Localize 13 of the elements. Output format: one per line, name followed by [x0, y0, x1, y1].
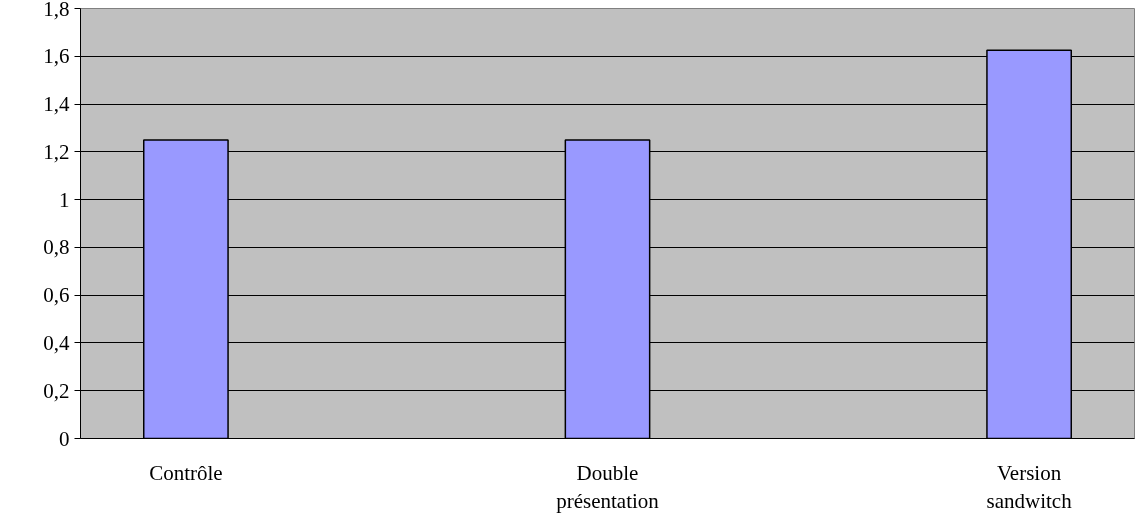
y-tick-label: 1,8	[43, 0, 70, 21]
y-tick-label: 1,6	[43, 44, 70, 69]
x-tick-label: Contrôle	[149, 460, 223, 485]
y-tick-label: 0,4	[43, 330, 70, 355]
y-tick-label: 0,6	[43, 283, 70, 308]
y-tick-label: 1,2	[43, 139, 70, 164]
y-tick-label: 0,8	[43, 235, 70, 260]
y-tick-label: 1,4	[43, 92, 70, 117]
x-tick-label: Double présentation	[556, 460, 660, 514]
y-tick-label: 0,2	[43, 378, 70, 403]
y-tick-label: 0	[59, 426, 70, 451]
x-tick-label: Version sandwitch	[986, 460, 1073, 514]
y-tick-label: 1	[59, 187, 70, 212]
